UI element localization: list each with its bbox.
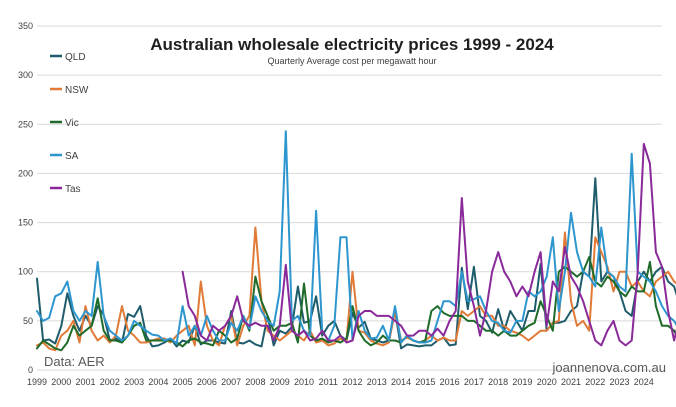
legend-label-vic: Vic [65, 118, 79, 129]
x-tick-label: 2006 [197, 377, 217, 387]
y-tick-label: 50 [23, 316, 33, 326]
x-axis-ticks: 1999 2000 2001 2002 2003 2004 2005 2006 2007 2008… [27, 377, 654, 387]
x-tick-label: 2020 [537, 377, 557, 387]
chart-title: Australian wholesale electricity prices … [150, 35, 554, 54]
x-tick-label: 2012 [343, 377, 363, 387]
y-tick-label: 100 [18, 267, 33, 277]
series-line-nsw [36, 226, 676, 352]
x-tick-label: 1999 [27, 377, 47, 387]
x-tick-label: 2003 [124, 377, 144, 387]
x-tick-label: 2005 [173, 377, 193, 387]
series-line-tas [181, 142, 676, 347]
x-tick-label: 2024 [634, 377, 654, 387]
x-tick-label: 2016 [440, 377, 460, 387]
y-tick-label: 250 [18, 119, 33, 129]
y-tick-label: 200 [18, 168, 33, 178]
legend-label-sa: SA [65, 151, 79, 162]
x-tick-label: 2008 [245, 377, 265, 387]
x-tick-label: 2001 [76, 377, 96, 387]
x-tick-label: 2021 [561, 377, 581, 387]
legend: QLD NSW Vic SA Tas [50, 52, 89, 195]
x-tick-label: 2022 [585, 377, 605, 387]
series-line-qld [36, 177, 676, 350]
x-tick-label: 2009 [270, 377, 290, 387]
y-tick-label: 300 [18, 70, 33, 80]
legend-label-nsw: NSW [65, 85, 89, 96]
y-tick-label: 150 [18, 218, 33, 228]
x-tick-label: 2011 [319, 377, 338, 387]
x-tick-label: 2007 [221, 377, 241, 387]
legend-label-qld: QLD [65, 52, 86, 63]
x-tick-label: 2000 [51, 377, 71, 387]
y-tick-label: 350 [18, 21, 33, 31]
x-tick-label: 2004 [148, 377, 168, 387]
x-tick-label: 2014 [391, 377, 411, 387]
watermark: joannenova.com.au [552, 360, 666, 375]
x-tick-label: 2023 [610, 377, 630, 387]
source-note: Data: AER [44, 354, 105, 369]
x-tick-label: 2018 [488, 377, 508, 387]
x-tick-label: 2019 [512, 377, 532, 387]
x-tick-label: 2013 [367, 377, 387, 387]
y-axis-ticks: 0 50 100 150 200 250 300 350 [18, 21, 33, 375]
chart-subtitle: Quarterly Average cost per megawatt hour [268, 56, 437, 66]
series-group [36, 130, 676, 352]
legend-label-tas: Tas [65, 184, 81, 195]
x-tick-label: 2015 [415, 377, 435, 387]
x-tick-label: 2017 [464, 377, 484, 387]
series-line-sa [36, 130, 676, 345]
y-tick-label: 0 [28, 365, 33, 375]
x-tick-label: 2010 [294, 377, 314, 387]
x-tick-label: 2002 [100, 377, 120, 387]
